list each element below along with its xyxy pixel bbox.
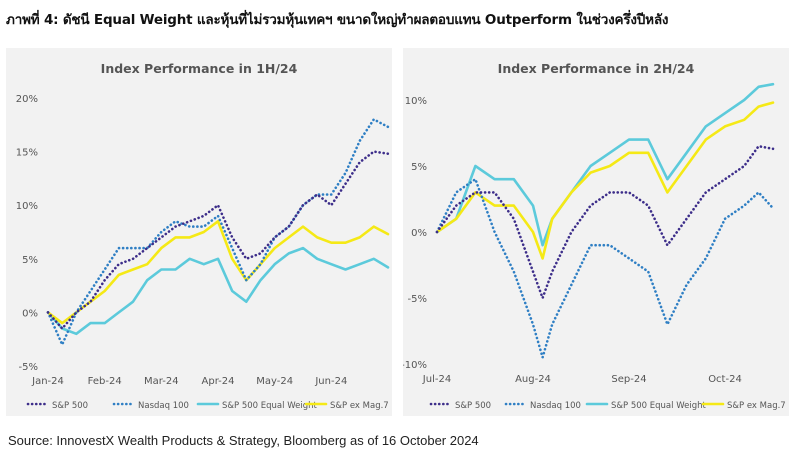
y-tick-label: 5%: [22, 255, 38, 266]
chart-title: Index Performance in 2H/24: [498, 61, 695, 76]
y-tick-label: 5%: [411, 162, 427, 173]
figure-title: ภาพที่ 4: ดัชนี Equal Weight และหุ้นที่ไ…: [6, 12, 669, 28]
legend-label: S&P 500 Equal Weight: [611, 401, 706, 411]
x-tick-label: Feb-24: [88, 376, 122, 387]
x-tick-label: Jul-24: [422, 374, 451, 385]
x-tick-label: Mar-24: [144, 376, 179, 387]
legend-label: S&P 500 Equal Weight: [222, 401, 317, 411]
chart-2h24: Index Performance in 2H/24 10% 5% 0% -5% -10%…: [403, 61, 786, 411]
chart-panel-2h24: Index Performance in 2H/24 10% 5% 0% -5% -10%…: [403, 48, 789, 416]
legend-label: S&P ex Mag.7: [727, 401, 786, 411]
y-tick-label: 15%: [16, 148, 38, 159]
series-line-sp500: [435, 144, 775, 300]
chart-panel-1h24: Index Performance in 1H/24 20% 15% 10% 5% 0% -…: [6, 48, 392, 416]
legend-label: Nasdaq 100: [530, 401, 581, 411]
series-line-sp500: [46, 150, 390, 330]
x-tick-label: Oct-24: [708, 374, 742, 385]
legend-label: S&P 500: [455, 401, 491, 411]
chart-title: Index Performance in 1H/24: [101, 61, 298, 76]
series-line-ex-mag7: [435, 101, 775, 260]
x-tick-label: Jun-24: [314, 376, 347, 387]
y-tick-label: -5%: [408, 294, 427, 305]
x-tick-label: Jan-24: [31, 376, 64, 387]
series-line-ex-mag7: [46, 220, 390, 325]
y-tick-label: -10%: [403, 360, 427, 371]
series-line-nasdaq: [435, 177, 775, 359]
legend-label: S&P 500: [52, 401, 88, 411]
y-tick-label: 10%: [16, 201, 38, 212]
source-note: Source: InnovestX Wealth Products & Stra…: [8, 433, 479, 448]
series-line-equal-weight: [435, 82, 775, 247]
y-tick-label: 20%: [16, 94, 38, 105]
x-tick-label: May-24: [256, 376, 293, 387]
y-tick-label: 0%: [411, 228, 427, 239]
legend-label: Nasdaq 100: [138, 401, 189, 411]
x-tick-label: Sep-24: [611, 374, 646, 385]
x-tick-label: Aug-24: [515, 374, 551, 385]
series-line-nasdaq: [46, 118, 390, 346]
series-line-equal-weight: [46, 246, 390, 336]
x-tick-label: Apr-24: [202, 376, 235, 387]
legend-label: S&P ex Mag.7: [330, 401, 389, 411]
y-tick-label: 0%: [22, 308, 38, 319]
y-tick-label: -5%: [19, 362, 38, 373]
chart-1h24: Index Performance in 1H/24 20% 15% 10% 5% 0% -…: [16, 61, 390, 411]
y-tick-label: 10%: [405, 96, 427, 107]
